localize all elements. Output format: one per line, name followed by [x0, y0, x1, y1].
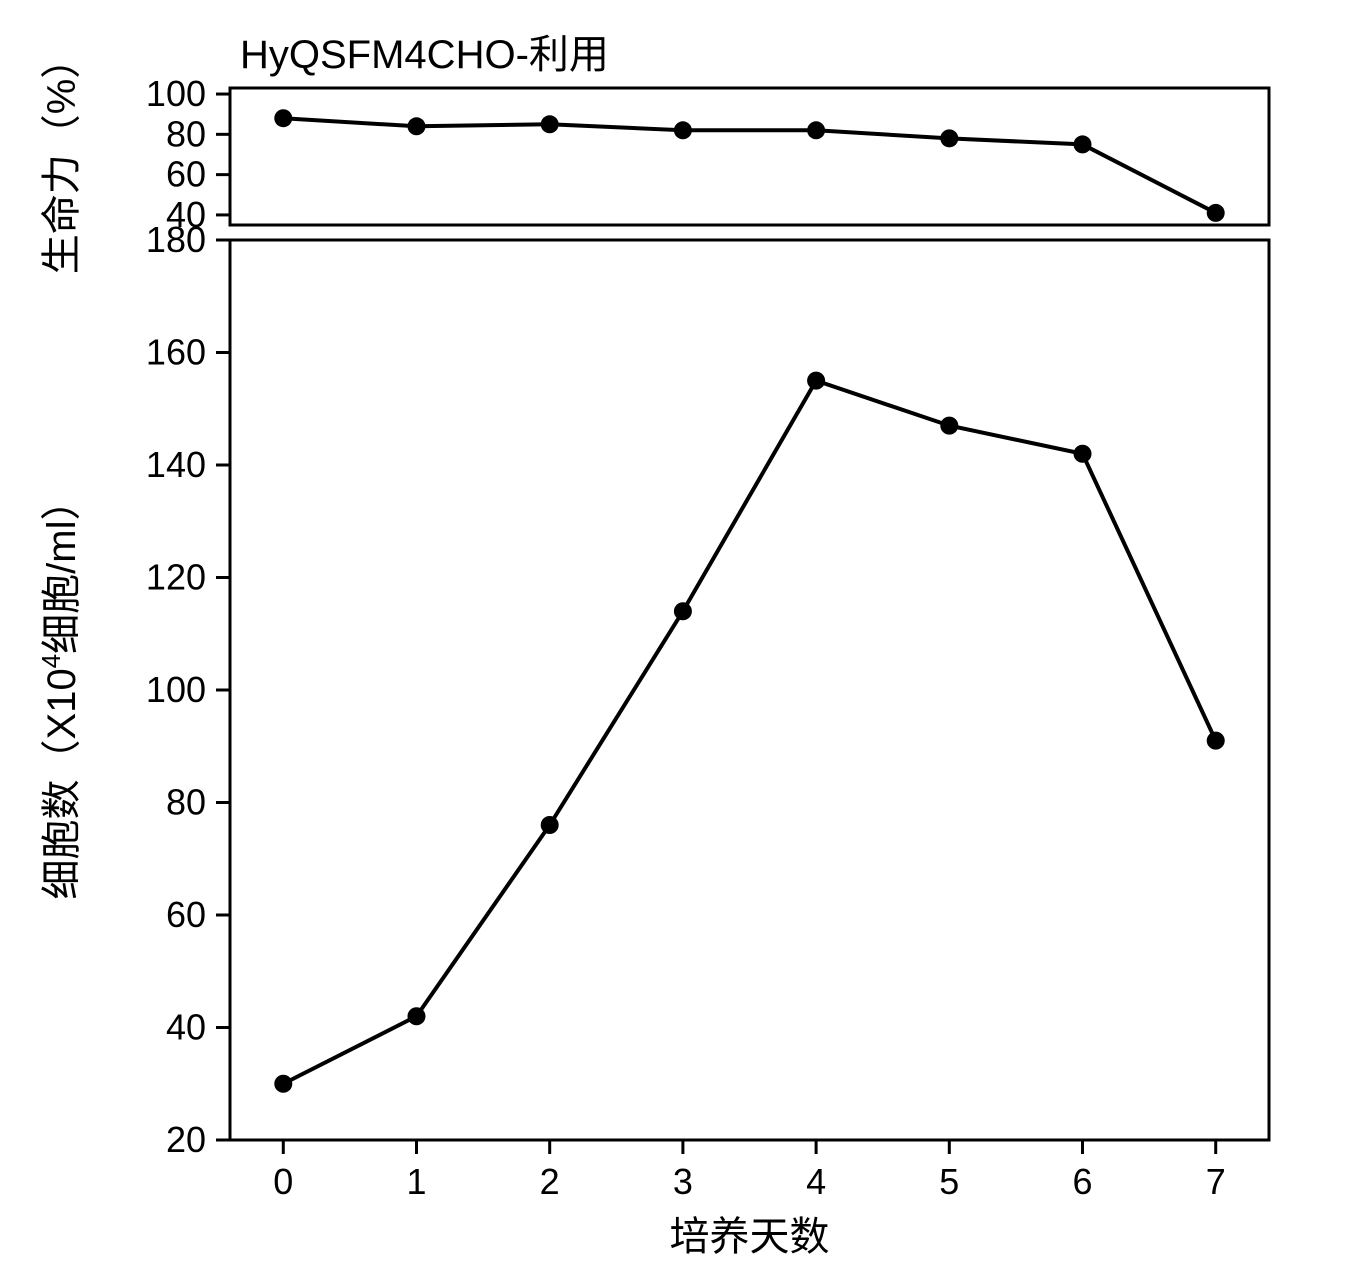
- bottom-ytick-label: 100: [146, 669, 206, 710]
- xtick-label: 4: [806, 1161, 826, 1202]
- bottom-series-line: [283, 381, 1215, 1084]
- bottom-series-point: [940, 417, 958, 435]
- top-ytick-label: 60: [166, 154, 206, 195]
- bottom-ytick-label: 120: [146, 557, 206, 598]
- bottom-series-point: [274, 1075, 292, 1093]
- top-series-point: [407, 117, 425, 135]
- xtick-label: 5: [939, 1161, 959, 1202]
- chart-title: HyQSFM4CHO-利用: [240, 33, 609, 77]
- bottom-series-point: [807, 372, 825, 390]
- top-series-point: [274, 109, 292, 127]
- xtick-label: 7: [1206, 1161, 1226, 1202]
- top-ylabel: 生命力（%）: [40, 39, 84, 275]
- bottom-panel-frame: [230, 240, 1269, 1140]
- bottom-series-point: [541, 816, 559, 834]
- bottom-ytick-label: 40: [166, 1007, 206, 1048]
- bottom-series-point: [1074, 445, 1092, 463]
- top-series-point: [1207, 204, 1225, 222]
- top-ytick-label: 100: [146, 73, 206, 114]
- bottom-series-point: [1207, 732, 1225, 750]
- xtick-label: 1: [406, 1161, 426, 1202]
- top-series-point: [674, 121, 692, 139]
- chart-container: HyQSFM4CHO-利用406080100生命力（%）204060801001…: [20, 20, 1329, 1268]
- top-panel-frame: [230, 88, 1269, 225]
- bottom-ytick-label: 180: [146, 219, 206, 260]
- top-series-point: [807, 121, 825, 139]
- bottom-series-point: [674, 602, 692, 620]
- bottom-ylabel: 细胞数（X104细胞/ml）: [36, 481, 84, 900]
- bottom-ytick-label: 60: [166, 894, 206, 935]
- top-series-line: [283, 118, 1215, 213]
- top-series-point: [1074, 135, 1092, 153]
- bottom-ytick-label: 160: [146, 332, 206, 373]
- bottom-ytick-label: 140: [146, 444, 206, 485]
- bottom-ytick-label: 80: [166, 782, 206, 823]
- xtick-label: 2: [540, 1161, 560, 1202]
- bottom-ytick-label: 20: [166, 1119, 206, 1160]
- xtick-label: 6: [1072, 1161, 1092, 1202]
- chart-svg: HyQSFM4CHO-利用406080100生命力（%）204060801001…: [20, 20, 1329, 1268]
- top-series-point: [940, 129, 958, 147]
- xtick-label: 3: [673, 1161, 693, 1202]
- top-ytick-label: 80: [166, 113, 206, 154]
- bottom-series-point: [407, 1007, 425, 1025]
- xtick-label: 0: [273, 1161, 293, 1202]
- xlabel: 培养天数: [670, 1215, 830, 1259]
- top-series-point: [541, 115, 559, 133]
